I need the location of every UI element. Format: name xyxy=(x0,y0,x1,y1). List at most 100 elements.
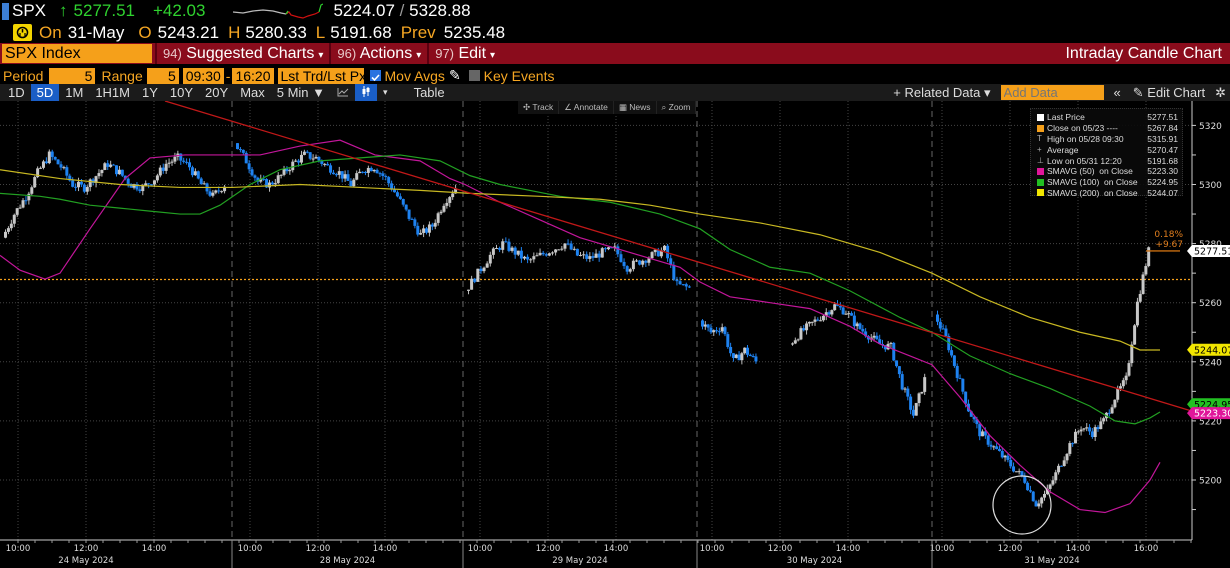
svg-text:10:00: 10:00 xyxy=(468,544,493,554)
svg-text:16:00: 16:00 xyxy=(1134,544,1159,554)
svg-text:14:00: 14:00 xyxy=(836,544,861,554)
pencil-icon[interactable]: ✎ xyxy=(448,67,461,83)
end-time-field[interactable]: 16:20 xyxy=(232,67,274,84)
svg-text:29 May 2024: 29 May 2024 xyxy=(552,556,607,566)
suggested-charts-menu[interactable]: 94) Suggested Charts ▾ xyxy=(155,43,329,64)
security-field[interactable]: SPX Index xyxy=(2,44,152,63)
svg-text:24 May 2024: 24 May 2024 xyxy=(58,556,113,566)
legend-swatch xyxy=(1037,124,1044,132)
legend-swatch: T xyxy=(1037,134,1042,144)
news-tool[interactable]: ▦ News xyxy=(614,101,657,114)
range-10y[interactable]: 10Y xyxy=(169,85,194,100)
range-1d[interactable]: 1D xyxy=(8,85,25,100)
legend-item[interactable]: SMAVG (200) on Close 5244.07 xyxy=(1031,188,1182,199)
edit-menu[interactable]: 97) Edit ▾ xyxy=(427,43,501,64)
range-1m[interactable]: 1M xyxy=(65,85,84,100)
svg-text:14:00: 14:00 xyxy=(604,544,629,554)
legend-item[interactable]: + Average 5270.47 xyxy=(1037,144,1178,155)
svg-text:5220: 5220 xyxy=(1199,417,1222,427)
range-20y[interactable]: 20Y xyxy=(205,85,229,100)
svg-text:+9.67: +9.67 xyxy=(1155,240,1183,250)
net-change: +42.03 xyxy=(152,1,206,20)
on-label: On xyxy=(39,22,62,42)
ticker: SPX xyxy=(12,1,47,20)
svg-text:10:00: 10:00 xyxy=(238,544,263,554)
svg-text:12:00: 12:00 xyxy=(768,544,793,554)
legend-item[interactable]: SMAVG (100) on Close 5224.95 xyxy=(1031,177,1182,188)
line-chart-icon[interactable] xyxy=(331,84,355,101)
svg-text:12:00: 12:00 xyxy=(536,544,561,554)
start-time-field[interactable]: 09:30 xyxy=(182,67,224,84)
svg-text:10:00: 10:00 xyxy=(930,544,955,554)
svg-text:5320: 5320 xyxy=(1199,122,1222,132)
legend-item[interactable]: SMAVG (50) on Close 5223.30 xyxy=(1031,166,1182,177)
mov-avgs-checkbox[interactable] xyxy=(369,70,381,82)
chart-legend: Last Price 5277.51 Close on 05/23 ---- 5267… xyxy=(1030,108,1183,199)
dropdown-icon: ▾ xyxy=(318,50,324,61)
edit-chart-button[interactable]: ✎ Edit Chart xyxy=(1132,85,1206,100)
legend-item[interactable]: ⊥ Low on 05/31 12:20 5191.68 xyxy=(1037,155,1178,166)
interval-dropdown[interactable]: 5 Min ▼ xyxy=(276,85,326,100)
legend-swatch: ⊥ xyxy=(1037,156,1044,166)
high-label: H xyxy=(228,22,241,42)
candle-chart-icon[interactable] xyxy=(355,84,378,101)
add-data-input[interactable] xyxy=(1000,85,1104,100)
menu-bar: SPX Index 94) Suggested Charts ▾ 96) Acti… xyxy=(0,43,1230,64)
svg-text:5277.51: 5277.51 xyxy=(1194,246,1230,257)
legend-swatch xyxy=(1037,113,1044,121)
period-field[interactable]: 5 xyxy=(49,67,96,84)
legend-swatch: + xyxy=(1037,145,1042,155)
svg-text:14:00: 14:00 xyxy=(1066,544,1091,554)
svg-text:5260: 5260 xyxy=(1199,299,1222,309)
range-max[interactable]: Max xyxy=(240,85,265,100)
collapse-button[interactable]: « xyxy=(1113,85,1121,100)
svg-text:5224.95: 5224.95 xyxy=(1194,400,1230,411)
annotate-tool[interactable]: ∠ Annotate xyxy=(559,101,614,114)
range-field[interactable]: 5 xyxy=(146,67,179,84)
related-data-button[interactable]: + Related Data ▾ xyxy=(893,85,991,100)
range-5d[interactable]: 5D xyxy=(30,84,60,101)
dropdown-icon: ▾ xyxy=(416,50,422,61)
quote-date: 31-May xyxy=(67,22,125,42)
quote-header: SPX ↑ 5277.51 +42.03 5224.07 / 5328.88 xyxy=(0,0,1230,22)
svg-text:10:00: 10:00 xyxy=(700,544,725,554)
svg-text:14:00: 14:00 xyxy=(142,544,167,554)
legend-swatch xyxy=(1037,189,1044,197)
gear-icon[interactable]: ✲ xyxy=(1215,85,1226,100)
candle-chart[interactable]: 0.18%+9.67520052205240526052805300532052… xyxy=(0,101,1230,568)
legend-item[interactable]: Close on 05/23 ---- 5267.84 xyxy=(1031,123,1182,134)
open-value: 5243.21 xyxy=(157,22,220,42)
legend-item[interactable]: T High on 05/28 09:30 5315.91 xyxy=(1037,133,1178,144)
chart-toolbar: 1D 5D 1M 1H1M 1Y 10Y 20Y Max 5 Min ▼ ▾ T… xyxy=(0,84,1230,101)
svg-text:12:00: 12:00 xyxy=(74,544,99,554)
sparkline xyxy=(233,3,324,19)
svg-text:5244.07: 5244.07 xyxy=(1194,345,1230,356)
track-tool[interactable]: ✣ Track xyxy=(518,101,560,114)
actions-menu[interactable]: 96) Actions ▾ xyxy=(329,43,427,64)
key-events-checkbox[interactable] xyxy=(468,70,480,81)
range-1y[interactable]: 1Y xyxy=(142,85,158,100)
up-arrow-icon: ↑ xyxy=(59,1,68,20)
price-type-field[interactable]: Lst Trd/Lst Px xyxy=(277,67,364,84)
svg-text:12:00: 12:00 xyxy=(998,544,1023,554)
legend-item[interactable]: Last Price 5277.51 xyxy=(1031,112,1182,123)
svg-text:31 May 2024: 31 May 2024 xyxy=(1024,556,1079,566)
range-label: Range xyxy=(101,67,143,84)
mov-avgs-label: Mov Avgs xyxy=(384,67,445,84)
ohlc-row: On 31-May O 5243.21 H 5280.33 L 5191.68 … xyxy=(0,22,1230,43)
svg-text:12:00: 12:00 xyxy=(306,544,331,554)
settings-row: Period 5 Range 5 09:30 - 16:20 Lst Trd/L… xyxy=(3,67,555,84)
svg-text:28 May 2024: 28 May 2024 xyxy=(320,556,375,566)
market-clock-icon[interactable] xyxy=(13,24,32,41)
table-button[interactable]: Table xyxy=(413,85,445,100)
chart-type-title: Intraday Candle Chart xyxy=(1065,44,1222,62)
day-range: 5224.07 / 5328.88 xyxy=(333,1,471,20)
prev-value: 5235.48 xyxy=(443,22,506,42)
svg-text:5240: 5240 xyxy=(1199,358,1222,368)
range-1h1m[interactable]: 1H1M xyxy=(95,85,130,100)
open-label: O xyxy=(138,22,152,42)
zoom-tool[interactable]: ⌕ Zoom xyxy=(657,101,697,114)
period-label: Period xyxy=(3,67,44,84)
chart-type-dropdown[interactable]: ▾ xyxy=(383,87,388,97)
svg-text:5200: 5200 xyxy=(1199,477,1222,487)
